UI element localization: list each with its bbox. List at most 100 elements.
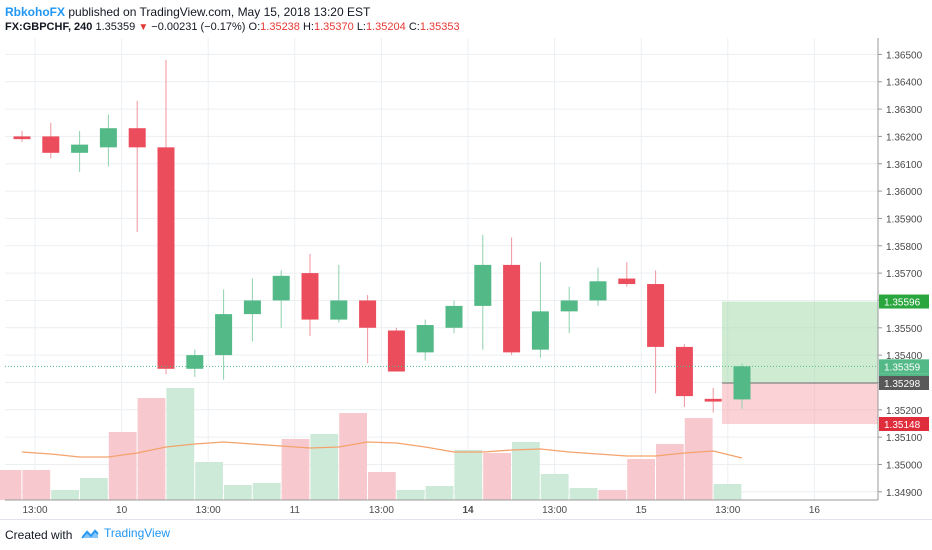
y-tick-label: 1.35500 bbox=[886, 324, 923, 335]
volume-bar bbox=[224, 485, 252, 500]
close-value: 1.35353 bbox=[419, 21, 460, 33]
candle bbox=[675, 344, 693, 408]
volume-bar bbox=[627, 459, 655, 500]
candle-body bbox=[474, 264, 492, 306]
stop-price-tag-bg bbox=[879, 417, 929, 432]
volume-bar bbox=[22, 470, 51, 500]
candle bbox=[589, 267, 607, 306]
candle bbox=[157, 59, 175, 375]
y-tick-label: 1.35000 bbox=[886, 460, 923, 471]
candle bbox=[387, 327, 405, 372]
candle bbox=[243, 278, 261, 342]
close-label: C: bbox=[408, 21, 420, 33]
axes: 1.36500 1.36400 1.36300 1.36200 1.36100 1.360… bbox=[5, 38, 923, 516]
candle bbox=[474, 234, 492, 350]
candle-body bbox=[215, 314, 233, 356]
candle bbox=[733, 363, 751, 409]
last-price-tag-bg bbox=[879, 359, 929, 374]
candle bbox=[416, 319, 434, 361]
entry-price-tag: 1.35298 bbox=[884, 379, 921, 390]
candle-body bbox=[704, 398, 722, 402]
candle-body bbox=[416, 325, 434, 353]
volume-bar bbox=[195, 462, 223, 500]
candle bbox=[272, 270, 290, 328]
volume-bar bbox=[252, 483, 281, 500]
candle bbox=[618, 262, 636, 287]
volume-bar bbox=[713, 484, 742, 500]
candle bbox=[445, 300, 463, 334]
candle-body bbox=[128, 128, 146, 148]
tradingview-logo[interactable]: TradingView bbox=[80, 526, 170, 540]
candle-body bbox=[359, 300, 377, 328]
volume-bar bbox=[396, 490, 425, 500]
candle bbox=[128, 100, 146, 233]
volume-bar bbox=[454, 450, 483, 500]
candle bbox=[42, 122, 60, 159]
x-tick-label: 10 bbox=[116, 505, 128, 516]
y-tick-label: 1.35900 bbox=[886, 214, 923, 225]
volume-bar bbox=[425, 486, 454, 500]
volume-bars bbox=[0, 388, 742, 500]
tradingview-brand: TradingView bbox=[104, 526, 171, 540]
candle bbox=[301, 253, 319, 336]
y-tick-label: 1.35700 bbox=[886, 269, 923, 280]
created-with-text: Created with bbox=[5, 528, 73, 542]
x-tick-label: 13:00 bbox=[715, 505, 740, 516]
candle-body bbox=[157, 147, 175, 369]
volume-bar bbox=[0, 470, 22, 500]
stop-price-tag: 1.35148 bbox=[884, 420, 921, 431]
volume-bar bbox=[598, 490, 627, 500]
candle-body bbox=[301, 273, 319, 320]
y-tick-label: 1.35200 bbox=[886, 406, 923, 417]
candle-body bbox=[99, 128, 117, 148]
author-name[interactable]: RbkohoFX bbox=[5, 5, 65, 19]
y-tick-label: 1.36100 bbox=[886, 160, 923, 171]
x-tick-label: 14 bbox=[462, 505, 474, 516]
candlesticks bbox=[5, 59, 878, 413]
open-value: 1.35238 bbox=[260, 21, 300, 33]
y-tick-label: 1.36500 bbox=[886, 50, 923, 61]
candle bbox=[330, 264, 348, 323]
y-tick-label: 1.34900 bbox=[886, 488, 923, 499]
candle-body bbox=[503, 264, 521, 353]
candle bbox=[704, 387, 722, 413]
x-tick-label: 11 bbox=[290, 505, 301, 516]
long-position-tool[interactable] bbox=[722, 301, 878, 425]
last-price: 1.35359 bbox=[95, 21, 136, 33]
ohlc-legend: FX:GBPCHF, 240 1.35359 ▼ −0.00231 (−0.17… bbox=[5, 21, 460, 33]
target-price-tag: 1.35596 bbox=[884, 298, 921, 309]
y-tick-label: 1.36400 bbox=[886, 78, 923, 89]
y-tick-label: 1.35400 bbox=[886, 351, 923, 362]
volume-moving-average bbox=[21, 441, 743, 459]
grid bbox=[5, 38, 878, 500]
volume-bar bbox=[80, 478, 108, 500]
candle-body bbox=[618, 278, 636, 285]
candle-body bbox=[387, 330, 405, 372]
volume-bar bbox=[569, 488, 598, 500]
volume-bar bbox=[684, 418, 713, 500]
volume-bar bbox=[108, 432, 137, 500]
volume-bar bbox=[656, 444, 684, 500]
volume-bar bbox=[339, 413, 367, 500]
candle bbox=[71, 130, 89, 172]
symbol-label: FX:GBPCHF, 240 bbox=[5, 21, 93, 33]
price-change: −0.00231 (−0.17%) bbox=[151, 21, 246, 33]
volume-bar bbox=[368, 472, 396, 500]
candle bbox=[531, 262, 549, 358]
publish-info: RbkohoFX published on TradingView.com, M… bbox=[5, 5, 370, 19]
candle bbox=[560, 286, 578, 334]
volume-bar bbox=[310, 434, 339, 500]
y-tick-label: 1.35100 bbox=[886, 433, 923, 444]
candle-body bbox=[330, 300, 348, 320]
footer: Created with TradingView bbox=[0, 519, 932, 550]
candle bbox=[13, 130, 31, 142]
candle bbox=[359, 294, 377, 364]
volume-bar bbox=[483, 453, 511, 500]
x-tick-label: 13:00 bbox=[196, 505, 221, 516]
high-label: H: bbox=[302, 21, 314, 33]
candle bbox=[647, 270, 665, 394]
x-tick-label: 16 bbox=[809, 505, 821, 516]
candle-body bbox=[531, 311, 549, 350]
x-tick-label: 13:00 bbox=[22, 505, 47, 516]
